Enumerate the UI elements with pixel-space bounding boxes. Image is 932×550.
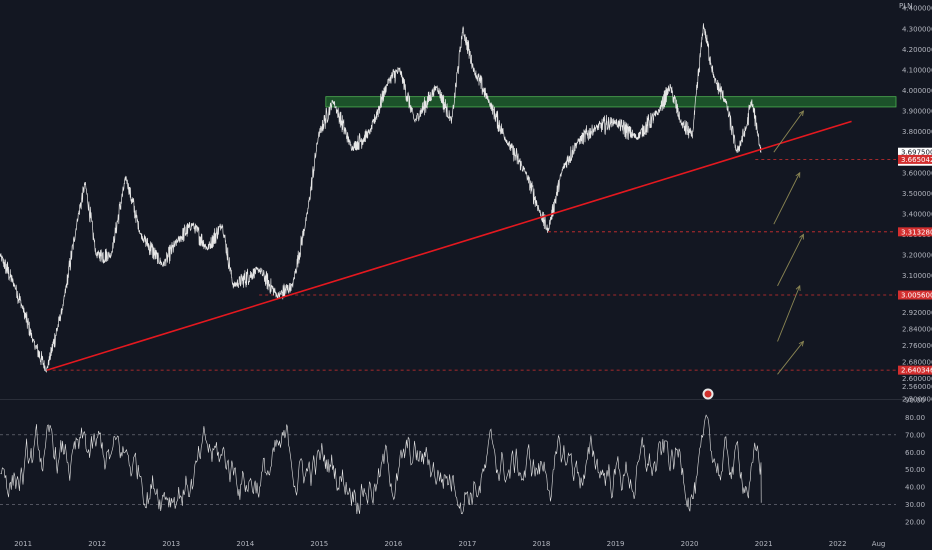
price-tick-label-19: 2.600000 [902, 375, 932, 383]
price-tick-label-8: 3.600000 [902, 169, 932, 177]
projection-arrowhead-1 [795, 171, 801, 178]
projection-arrow-2 [777, 234, 804, 287]
level-label-box-2 [898, 290, 932, 300]
time-tick-label-10: 2021 [755, 540, 773, 548]
price-tick-label-15: 2.920000 [902, 309, 932, 317]
oscillator-tick-label-1: 80.00 [905, 414, 925, 422]
price-tick-label-2: 4.200000 [902, 46, 932, 54]
oscillator-tick-label-2: 70.00 [905, 431, 925, 439]
time-tick-label-9: 2020 [681, 540, 699, 548]
time-tick-label-12: Aug [872, 540, 886, 548]
price-pane [0, 23, 897, 375]
price-tick-label-9: 3.500000 [902, 190, 932, 198]
projection-arrow-3 [777, 285, 801, 342]
projection-arrowhead-2 [799, 233, 804, 240]
level-label-box-0 [898, 154, 932, 164]
projection-arrowhead-4 [798, 340, 805, 347]
last-price-label: 3.697500 [901, 149, 932, 157]
oscillator-tick-label-6: 30.00 [905, 501, 925, 509]
support-trendline [46, 120, 852, 371]
price-tick-label-18: 2.680000 [902, 358, 932, 366]
projection-arrow-1 [773, 172, 801, 225]
currency-label: PLN [899, 2, 912, 10]
price-tick-label-16: 2.840000 [902, 326, 932, 334]
time-tick-label-1: 2012 [88, 540, 106, 548]
price-tick-label-5: 3.900000 [902, 108, 932, 116]
price-tick-label-6: 3.800000 [902, 128, 932, 136]
price-tick-label-13: 3.100000 [902, 272, 932, 280]
price-tick-label-12: 3.200000 [902, 252, 932, 260]
level-label-0: 3.665042 [901, 156, 932, 164]
price-axis: 4.400000 4.300000 4.200000 4.100000 4.000000… [898, 5, 932, 404]
oscillator-series-line [0, 414, 762, 515]
level-label-3: 2.640346 [901, 367, 932, 375]
time-axis: 2011 2012 2013 2014 2015 2016 2017 2018 2019 2020… [14, 540, 885, 548]
oscillator-tick-label-7: 20.00 [905, 519, 925, 527]
time-tick-label-0: 2011 [14, 540, 32, 548]
level-label-2: 3.005600 [901, 292, 932, 300]
time-tick-label-5: 2016 [384, 540, 402, 548]
price-tick-label-3: 4.100000 [902, 66, 932, 74]
projection-arrowhead-3 [795, 284, 801, 291]
price-series-line [0, 23, 762, 373]
time-tick-label-11: 2022 [829, 540, 847, 548]
logo-icon [702, 388, 714, 400]
oscillator-pane [0, 414, 896, 515]
time-tick-label-3: 2014 [236, 540, 254, 548]
oscillator-tick-label-0: 90.00 [905, 397, 925, 405]
price-tick-label-4: 4.000000 [902, 87, 932, 95]
oscillator-tick-label-4: 50.00 [905, 466, 925, 474]
time-tick-label-2: 2013 [162, 540, 180, 548]
time-tick-label-4: 2015 [310, 540, 328, 548]
price-tick-label-20: 2.560000 [902, 383, 932, 391]
oscillator-axis: 90.00 80.00 70.00 60.00 50.00 40.00 30.00 20.00 [905, 397, 925, 527]
oscillator-tick-label-3: 60.00 [905, 449, 925, 457]
time-tick-label-8: 2019 [607, 540, 625, 548]
level-label-box-3 [898, 365, 932, 375]
projection-arrow-4 [777, 341, 804, 375]
price-tick-label-17: 2.760000 [902, 342, 932, 350]
oscillator-tick-label-5: 40.00 [905, 484, 925, 492]
time-tick-label-7: 2018 [533, 540, 551, 548]
price-tick-label-0: 4.400000 [902, 5, 932, 13]
projection-arrow-0 [773, 110, 804, 153]
level-label-1: 3.313280 [901, 228, 932, 236]
price-tick-label-10: 3.400000 [902, 210, 932, 218]
level-label-box-1 [898, 227, 932, 237]
time-tick-label-6: 2017 [459, 540, 477, 548]
resistance-zone [325, 96, 897, 108]
price-tick-label-1: 4.300000 [902, 25, 932, 33]
price-tick-label-21: 2.500000 [902, 396, 932, 404]
projection-arrowhead-0 [798, 110, 805, 117]
